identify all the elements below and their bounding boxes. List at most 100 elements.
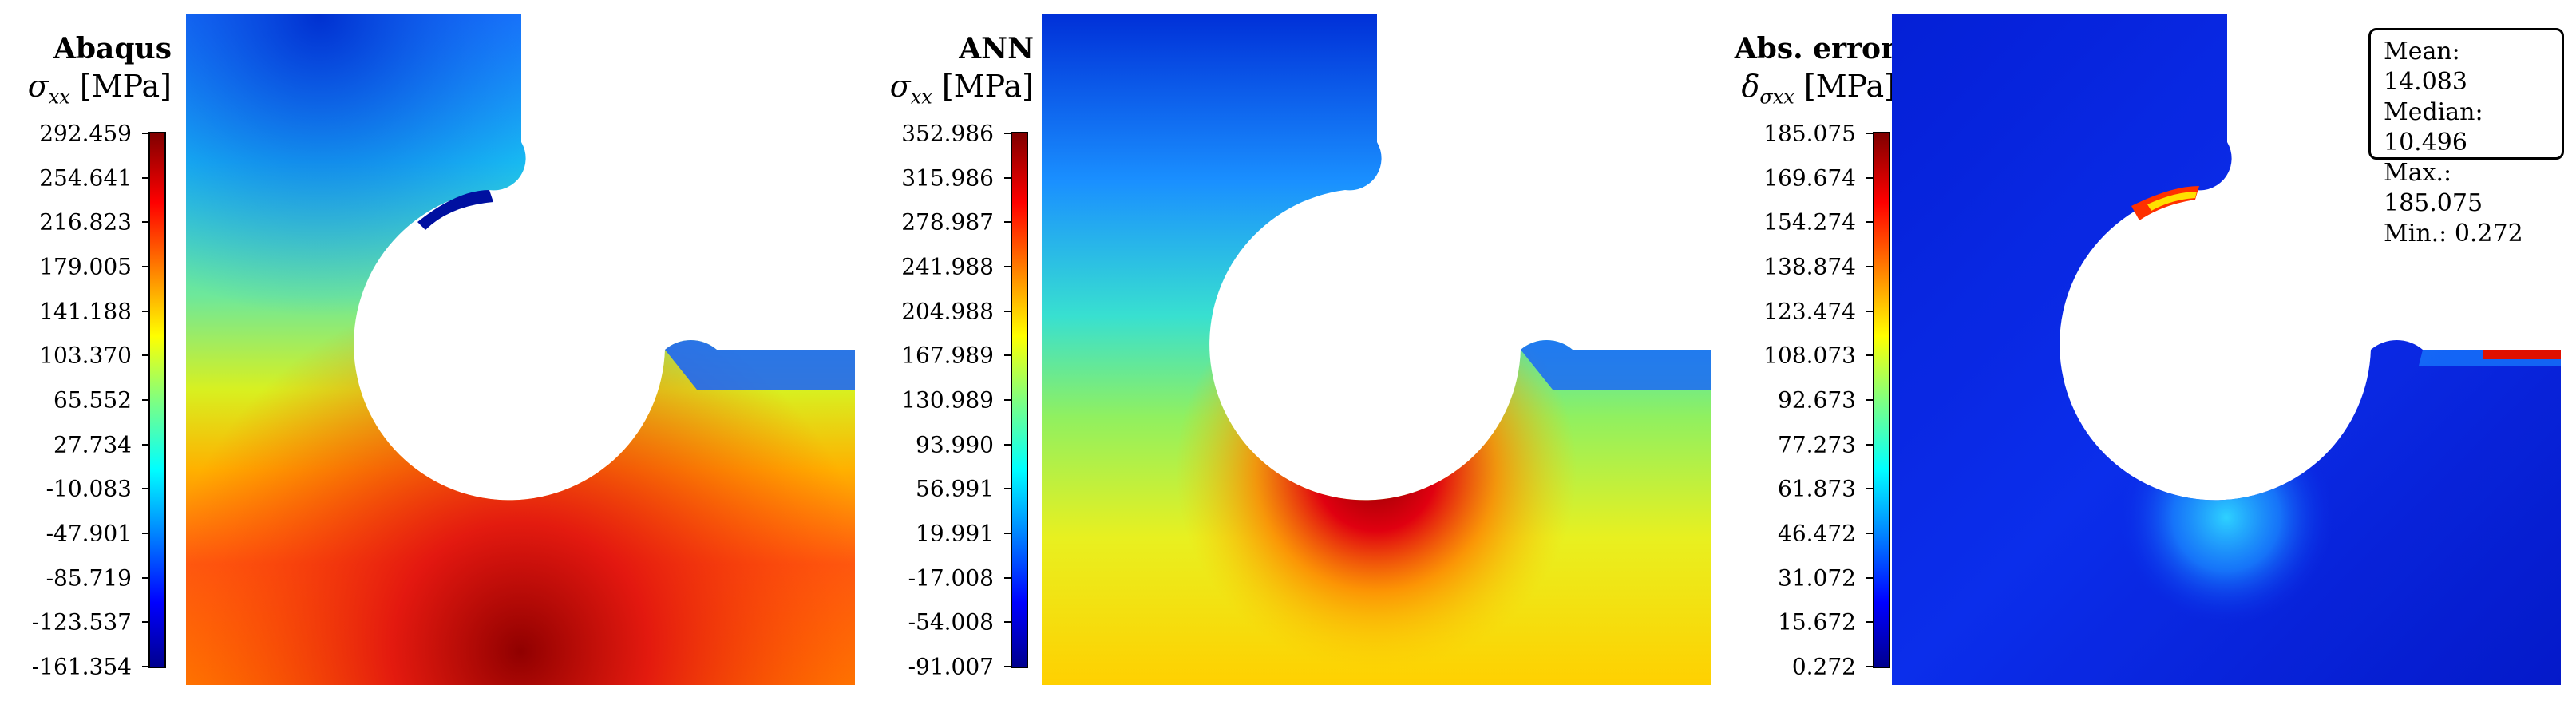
colorbar-tick-mark [142,488,148,490]
colorbar-tick-label: -17.008 [908,564,994,592]
colorbar-tick-mark [142,133,148,134]
colorbar-tick-mark [142,354,148,357]
colorbar-tick-label: 0.272 [1791,653,1856,680]
colorbar-tick-label: 31.072 [1778,564,1856,592]
colorbar-tick-mark [1004,621,1011,624]
colorbar-tick-mark [1866,310,1873,312]
colorbar-tick-mark [142,176,148,179]
colorbar-tick-mark [1004,443,1011,446]
legend-abaqus: Abaqus σxx [MPa] 292.459 254.641 216.823 17… [0,0,172,701]
colorbar-tick-mark [1004,576,1011,579]
colorbar-tick-mark [1004,176,1011,179]
colorbar-tick-mark [1004,354,1011,357]
colorbar-tick-label: 292.459 [39,120,132,147]
colorbar-tick-label: 352.986 [901,120,994,147]
colorbar-tick-label: 27.734 [53,431,132,458]
colorbar-tick-mark [1866,666,1873,667]
colorbar-tick-label: 19.991 [916,520,994,547]
colorbar-tick-label: 138.874 [1763,253,1856,280]
colorbar-tick-label: 56.991 [916,475,994,502]
colorbar-tick-mark [1866,621,1873,624]
colorbar-tick-mark [1004,399,1011,401]
colorbar-tick-mark [1866,221,1873,224]
stats-min: Min.: 0.272 [2384,220,2523,248]
colorbar-tick-label: 315.986 [901,164,994,192]
contour-plot-abs-error [1892,14,2561,685]
colorbar-tick-mark [1866,176,1873,179]
panel-abs-error: Abs. error δσxx [MPa] 185.075 169.674 154.… [1724,0,2576,701]
colorbar-tick-label: 216.823 [39,208,132,236]
colorbar-tick-mark [142,443,148,446]
colorbar-tick-mark [1004,488,1011,490]
colorbar-tick-mark [1866,443,1873,446]
colorbar [148,132,166,668]
colorbar-tick-mark [1866,266,1873,267]
legend-quantity: σxx [MPa] [889,69,1034,109]
colorbar [1011,132,1028,668]
panel-ann: ANN σxx [MPa] 352.986 315.986 278.987 241.9… [862,0,1724,701]
legend-quantity: σxx [MPa] [27,69,172,109]
colorbar-tick-mark [142,666,148,667]
colorbar-tick-label: 92.673 [1778,386,1856,414]
colorbar-tick-label: 254.641 [39,164,132,192]
colorbar-tick-mark [1004,266,1011,267]
colorbar-tick-label: 241.988 [901,253,994,280]
legend-quantity: δσxx [MPa] [1741,69,1896,109]
colorbar-tick-mark [1866,576,1873,579]
colorbar-tick-label: 204.988 [901,298,994,325]
legend-abs-error: Abs. error δσxx [MPa] 185.075 169.674 154.… [1724,0,1896,701]
colorbar [1873,132,1890,668]
panel-abaqus: Abaqus σxx [MPa] 292.459 254.641 216.823 17… [0,0,862,701]
colorbar-tick-mark [1004,221,1011,224]
colorbar-tick-mark [142,221,148,224]
colorbar-tick-label: 130.989 [901,386,994,414]
colorbar-tick-label: 77.273 [1778,431,1856,458]
colorbar-tick-label: 185.075 [1763,120,1856,147]
stats-max: Max.: 185.075 [2384,159,2483,217]
colorbar-tick-mark [1004,310,1011,312]
colorbar-tick-label: 167.989 [901,342,994,369]
colorbar-tick-mark [142,399,148,401]
colorbar-tick-mark [1866,399,1873,401]
colorbar-tick-label: 179.005 [39,253,132,280]
colorbar-tick-label: 15.672 [1778,608,1856,636]
colorbar-tick-label: 141.188 [39,298,132,325]
colorbar-tick-mark [1004,666,1011,667]
colorbar-tick-label: 278.987 [901,208,994,236]
colorbar-tick-mark [1866,133,1873,134]
legend-title: ANN [959,32,1034,65]
colorbar-tick-mark [1866,533,1873,534]
colorbar-tick-label: -85.719 [46,564,132,592]
colorbar-tick-label: 123.474 [1763,298,1856,325]
colorbar-tick-mark [142,576,148,579]
colorbar-tick-label: 93.990 [916,431,994,458]
colorbar-tick-label: -47.901 [46,520,132,547]
colorbar-tick-label: 103.370 [39,342,132,369]
colorbar-tick-label: -54.008 [908,608,994,636]
stats-median: Median: 10.496 [2384,98,2483,156]
contour-plot-abaqus [186,14,855,685]
stats-box: Mean: 14.083 Median: 10.496 Max.: 185.07… [2368,28,2564,248]
legend-ann: ANN σxx [MPa] 352.986 315.986 278.987 241.9… [862,0,1034,701]
colorbar-tick-label: 61.873 [1778,475,1856,502]
colorbar-tick-mark [142,310,148,312]
colorbar-tick-label: -91.007 [908,653,994,680]
legend-title: Abs. error [1734,32,1896,65]
colorbar-tick-mark [1004,533,1011,534]
colorbar-tick-label: -161.354 [31,653,132,680]
colorbar-tick-label: -10.083 [46,475,132,502]
colorbar-tick-mark [142,621,148,624]
colorbar-tick-label: -123.537 [31,608,132,636]
colorbar-tick-label: 169.674 [1763,164,1856,192]
colorbar-tick-mark [142,533,148,534]
contour-plot-ann [1042,14,1711,685]
colorbar-tick-mark [1866,354,1873,357]
colorbar-tick-label: 154.274 [1763,208,1856,236]
colorbar-tick-label: 108.073 [1763,342,1856,369]
colorbar-tick-mark [1004,133,1011,134]
colorbar-tick-label: 46.472 [1778,520,1856,547]
stats-mean: Mean: 14.083 [2384,38,2467,96]
colorbar-tick-label: 65.552 [53,386,132,414]
colorbar-tick-mark [1866,488,1873,490]
legend-title: Abaqus [53,32,172,65]
